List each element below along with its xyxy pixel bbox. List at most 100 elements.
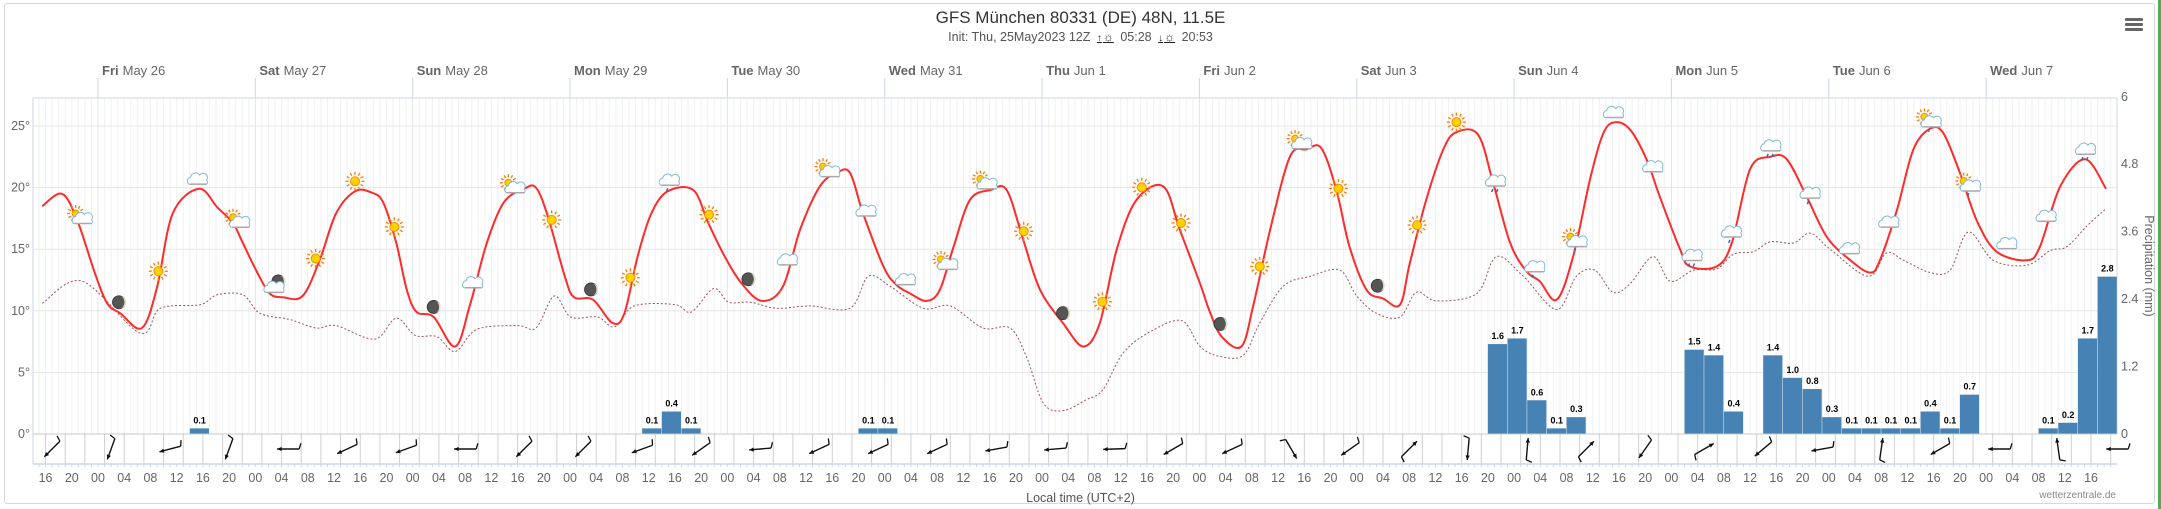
wind-arrow-icon bbox=[1044, 442, 1069, 452]
day-label: Mon Jun 5 bbox=[1675, 63, 1738, 78]
precipitation-bar bbox=[642, 428, 662, 434]
rain-drop bbox=[1692, 263, 1696, 267]
wind-arrow-icon bbox=[1811, 441, 1835, 453]
sun-ray bbox=[1097, 307, 1100, 311]
sun-ray bbox=[349, 186, 353, 190]
sun-ray bbox=[633, 283, 636, 287]
sun-ray bbox=[1422, 219, 1426, 223]
wind-arrowhead bbox=[1412, 441, 1417, 446]
x-tick-label: 00 bbox=[1350, 471, 1364, 485]
precipitation-bar-label: 0.1 bbox=[1865, 415, 1878, 425]
sun-disc bbox=[546, 214, 557, 225]
weather-icon-sun-cloud bbox=[1286, 130, 1313, 150]
x-tick-label: 04 bbox=[1219, 471, 1233, 485]
wind-barb bbox=[587, 435, 592, 442]
sun-ray bbox=[1251, 269, 1255, 272]
weather-icon-sun bbox=[1446, 112, 1466, 132]
day-date: May 28 bbox=[445, 63, 488, 78]
sunset-icon: ↓☼ bbox=[1158, 30, 1176, 44]
x-tick-label: 08 bbox=[1245, 471, 1259, 485]
sun-disc bbox=[1018, 226, 1029, 237]
sun-ray bbox=[357, 186, 361, 190]
hamburger-menu-icon[interactable] bbox=[2125, 18, 2143, 32]
precipitation-bar-label: 1.6 bbox=[1491, 331, 1504, 341]
precipitation-bar-label: 2.8 bbox=[2101, 264, 2114, 274]
cloud-shape bbox=[776, 253, 798, 266]
x-tick-label: 04 bbox=[904, 471, 918, 485]
x-tick-label: 04 bbox=[2005, 471, 2019, 485]
sun-ray bbox=[972, 181, 976, 184]
sun-ray bbox=[635, 280, 639, 284]
day-of-week: Mon bbox=[574, 63, 601, 78]
sun-ray bbox=[711, 219, 715, 224]
sun-ray bbox=[67, 215, 72, 219]
day-of-week: Wed bbox=[1990, 63, 2017, 78]
precipitation-bar bbox=[858, 428, 878, 434]
day-date: May 30 bbox=[758, 63, 801, 78]
cloud-shape bbox=[1838, 242, 1861, 255]
precipitation-bar-label: 0.3 bbox=[1570, 404, 1583, 414]
weather-icon-cloud bbox=[855, 204, 877, 217]
weather-icon-sun bbox=[1092, 292, 1112, 312]
cloud-shape bbox=[263, 280, 285, 293]
wind-arrow-icon bbox=[1221, 438, 1243, 455]
wind-barb bbox=[227, 434, 234, 440]
weather-icon-sun bbox=[1132, 177, 1152, 197]
sun-ray bbox=[1572, 228, 1576, 233]
cloud-shape bbox=[1681, 248, 1703, 261]
sun-ray bbox=[1172, 225, 1176, 229]
x-tick-label: 04 bbox=[747, 471, 761, 485]
weather-icon-sun bbox=[345, 171, 365, 191]
precipitation-bar-label: 0.1 bbox=[862, 415, 875, 425]
sun-ray bbox=[500, 184, 504, 188]
day-of-week: Sat bbox=[259, 63, 280, 78]
cloud-shape bbox=[2074, 142, 2097, 155]
day-label: Sun May 28 bbox=[417, 63, 488, 78]
x-tick-label: 20 bbox=[1324, 471, 1338, 485]
wind-barb bbox=[1400, 456, 1405, 463]
sun-ray bbox=[1144, 178, 1148, 182]
wind-arrowhead bbox=[1292, 453, 1297, 459]
moon-crescent bbox=[119, 296, 126, 309]
wind-arrow-icon bbox=[867, 438, 889, 455]
sun-ray bbox=[714, 217, 718, 220]
moon-crescent bbox=[1064, 307, 1071, 320]
sun-ray bbox=[1926, 109, 1930, 113]
sun-ray bbox=[510, 175, 514, 179]
day-date: May 26 bbox=[123, 63, 166, 78]
sun-ray bbox=[1411, 216, 1415, 220]
sun-ray bbox=[1333, 180, 1336, 184]
day-date: May 27 bbox=[284, 63, 327, 78]
credit-link[interactable]: wetterzentrale.de bbox=[2039, 490, 2116, 501]
sun-ray bbox=[163, 273, 167, 277]
weather-icon-cloud bbox=[1642, 160, 1664, 173]
sun-ray bbox=[625, 269, 628, 273]
wind-arrow-icon bbox=[1754, 436, 1773, 457]
wind-barb bbox=[1356, 436, 1360, 443]
day-date: May 31 bbox=[920, 63, 963, 78]
sun-ray bbox=[1408, 227, 1412, 231]
sun-ray bbox=[399, 221, 403, 225]
x-tick-label: 16 bbox=[353, 471, 367, 485]
wind-arrowhead bbox=[809, 449, 815, 454]
wind-barb bbox=[1577, 456, 1582, 463]
sun-ray bbox=[711, 206, 715, 210]
x-tick-label: 20 bbox=[65, 471, 79, 485]
sun-ray bbox=[385, 229, 390, 233]
day-date: Jun 5 bbox=[1706, 63, 1738, 78]
wind-arrow-icon bbox=[1694, 442, 1715, 461]
sun-ray bbox=[1097, 293, 1100, 297]
sun-ray bbox=[153, 262, 156, 266]
wind-arrow-icon bbox=[1340, 436, 1360, 456]
sun-ray bbox=[1562, 231, 1566, 235]
day-date: May 29 bbox=[605, 63, 648, 78]
weather-icon-moon bbox=[741, 272, 756, 287]
wind-barb bbox=[56, 435, 61, 442]
temperature-line bbox=[41, 121, 2107, 349]
wind-arrowhead bbox=[1988, 446, 1993, 452]
day-label: Fri Jun 2 bbox=[1203, 63, 1255, 78]
weather-icon-sun-cloud bbox=[971, 170, 998, 190]
sun-ray bbox=[397, 232, 400, 236]
cloud-shape bbox=[1524, 260, 1546, 273]
x-tick-label: 08 bbox=[1402, 471, 1416, 485]
